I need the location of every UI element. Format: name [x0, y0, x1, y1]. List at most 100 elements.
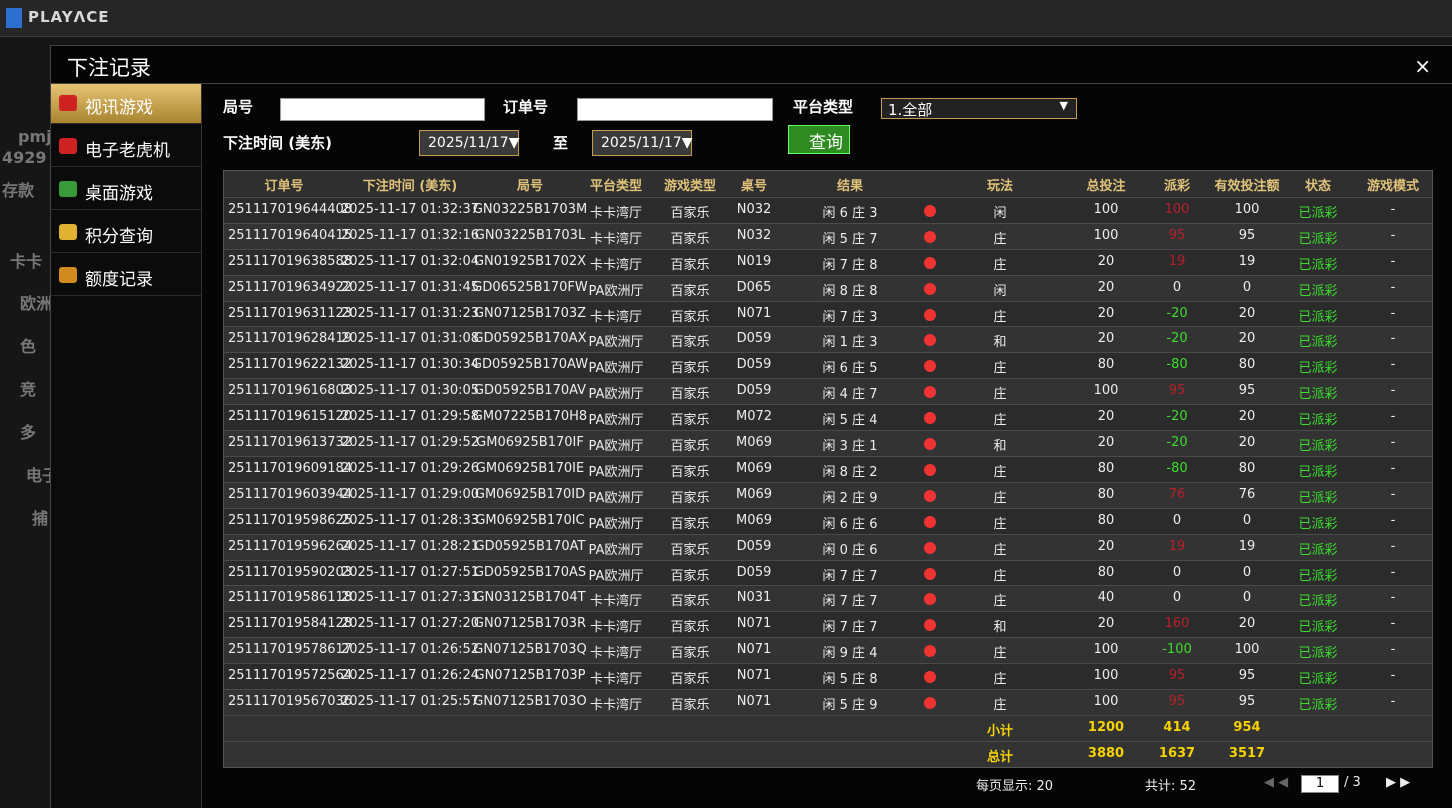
background-text: 4929: [2, 148, 47, 167]
query-button[interactable]: 查询: [788, 125, 850, 154]
play-icon[interactable]: [924, 230, 936, 243]
table-cell: PA欧洲厅: [588, 335, 644, 351]
table-row: 251117019628419 2025-11-17 01:31:08 GD0592…: [224, 326, 1432, 353]
table-cell: N071: [736, 642, 772, 658]
menu-icon: [59, 138, 77, 154]
table-cell: -: [1390, 201, 1396, 217]
menu-item[interactable]: 电子老虎机: [51, 127, 201, 167]
table-cell: 百家乐: [670, 464, 710, 480]
table-cell: 0: [1172, 279, 1182, 295]
table-cell: -: [1390, 227, 1396, 243]
menu-item[interactable]: 积分查询: [51, 213, 201, 253]
play-icon[interactable]: [924, 593, 936, 606]
platform-label: 平台类型: [793, 98, 854, 116]
play-icon[interactable]: [924, 308, 936, 321]
table-cell: 闲 7 庄 8: [822, 257, 878, 273]
play-icon[interactable]: [924, 386, 936, 399]
play-icon[interactable]: [924, 204, 936, 217]
table-cell: 已派彩: [1298, 620, 1338, 636]
play-icon[interactable]: [924, 567, 936, 580]
date-to[interactable]: 2025/11/17▼: [592, 130, 692, 156]
table-cell: 闲 5 庄 7: [822, 231, 878, 247]
table-cell: -: [1390, 357, 1396, 373]
column-header: 总投注: [1086, 179, 1126, 194]
table-cell: 已派彩: [1298, 361, 1338, 377]
table-cell: 卡卡湾厅: [589, 646, 643, 662]
table-cell: 已派彩: [1298, 672, 1338, 688]
play-icon[interactable]: [924, 489, 936, 502]
menu-item[interactable]: 桌面游戏: [51, 170, 201, 210]
table-cell: N071: [736, 305, 772, 321]
play-icon[interactable]: [924, 671, 936, 684]
time-label: 下注时间 (美东): [223, 134, 332, 152]
background-text: pmj: [18, 127, 52, 146]
play-icon[interactable]: [924, 360, 936, 373]
table-row: 251117019584128 2025-11-17 01:27:20 GN0712…: [224, 611, 1432, 638]
table-cell: 80: [1097, 564, 1115, 580]
play-icon[interactable]: [924, 645, 936, 658]
page-input[interactable]: 1: [1301, 775, 1339, 793]
play-icon[interactable]: [924, 697, 936, 709]
table-cell: 闲 1 庄 3: [822, 335, 878, 351]
play-icon[interactable]: [924, 541, 936, 554]
date-from[interactable]: 2025/11/17▼: [419, 130, 519, 156]
play-icon[interactable]: [924, 463, 936, 476]
table-cell: 和: [993, 335, 1007, 351]
play-icon[interactable]: [924, 515, 936, 528]
round-input[interactable]: [280, 98, 485, 121]
table-cell: 95: [1238, 694, 1256, 709]
table-cell: 2025-11-17 01:31:45: [340, 279, 480, 295]
top-bar: PLAYΛCE: [0, 0, 1452, 37]
column-header: 游戏模式: [1366, 179, 1420, 194]
platform-select[interactable]: 1.全部 ▼: [881, 98, 1077, 119]
page-total: / 3: [1344, 775, 1361, 790]
table-row: 251117019578617 2025-11-17 01:26:52 GN0712…: [224, 637, 1432, 664]
table-cell: PA欧洲厅: [588, 516, 644, 532]
table-cell: GM06925B170ID: [474, 486, 586, 502]
table-cell: 20: [1097, 409, 1115, 425]
table-cell: 95: [1238, 227, 1256, 243]
table-cell: 2025-11-17 01:29:00: [340, 486, 480, 502]
header-row: 订单号 下注时间 (美东) 局号 平台类型 游戏类型 桌号 结果 玩法 总投注 派彩 有效投注额 状态…: [224, 171, 1432, 196]
next-buttons[interactable]: ▶ ▶: [1386, 775, 1411, 790]
play-icon[interactable]: [924, 282, 936, 295]
table-cell: -: [1390, 694, 1396, 709]
table-cell: 80: [1238, 460, 1256, 476]
play-icon[interactable]: [924, 256, 936, 269]
table-cell: 庄: [993, 361, 1007, 377]
close-button[interactable]: ×: [1414, 54, 1431, 78]
order-label: 订单号: [503, 98, 549, 116]
table-cell: N071: [736, 694, 772, 709]
table-cell: 0: [1172, 564, 1182, 580]
play-icon[interactable]: [924, 619, 936, 632]
total-payout: 1637: [1158, 745, 1196, 761]
table-cell: -: [1390, 590, 1396, 606]
table-cell: -20: [1166, 331, 1188, 347]
table-cell: 卡卡湾厅: [589, 698, 643, 713]
table-cell: 闲 0 庄 6: [822, 542, 878, 558]
table-cell: 2025-11-17 01:28:33: [340, 512, 480, 528]
table-cell: GD05925B170AX: [473, 331, 587, 347]
menu-item[interactable]: 视讯游戏: [51, 84, 201, 124]
table-cell: 2025-11-17 01:27:31: [340, 590, 480, 606]
play-icon[interactable]: [924, 412, 936, 425]
table-cell: 已派彩: [1298, 516, 1338, 532]
play-icon[interactable]: [924, 438, 936, 450]
prev-buttons[interactable]: ◀ ◀: [1264, 775, 1289, 790]
table-cell: 80: [1097, 357, 1115, 373]
logo-icon: [6, 8, 22, 28]
table-cell: 2025-11-17 01:30:34: [340, 357, 480, 373]
play-icon[interactable]: [924, 334, 936, 347]
table-cell: PA欧洲厅: [588, 387, 644, 403]
table-cell: 2025-11-17 01:31:23: [340, 305, 480, 321]
table-cell: 80: [1097, 460, 1115, 476]
table-cell: 251117019598625: [228, 512, 353, 528]
menu-item[interactable]: 额度记录: [51, 256, 201, 296]
table-cell: 百家乐: [670, 439, 710, 454]
table: 订单号 下注时间 (美东) 局号 平台类型 游戏类型 桌号 结果 玩法 总投注 派彩 有效投注额 状态…: [223, 170, 1433, 768]
table-cell: 百家乐: [670, 516, 710, 532]
order-input[interactable]: [577, 98, 773, 121]
table-cell: 2025-11-17 01:28:21: [340, 538, 480, 554]
table-cell: 251117019640415: [228, 227, 353, 243]
